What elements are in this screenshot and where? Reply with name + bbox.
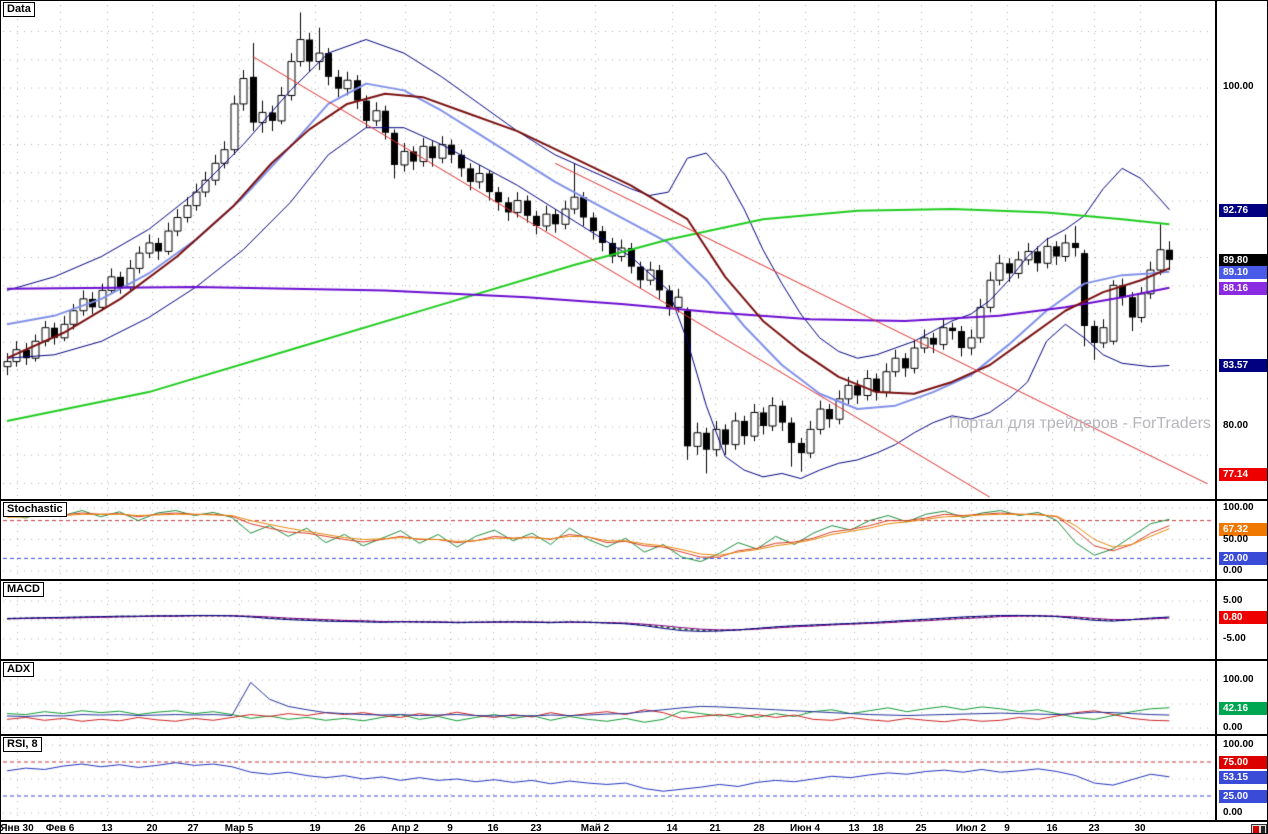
price-axis-label: 20.00 [1219,552,1267,566]
price-axis-label: 92.76 [1219,203,1267,217]
logo-red-square [1253,826,1259,833]
price-axis-label: 100.00 [1223,502,1254,513]
x-axis-tick-label: 9 [1004,823,1010,834]
x-axis-tick-label: 14 [666,823,678,834]
price-axis-label: 0.00 [1223,722,1243,733]
panel-divider [1,579,1267,581]
x-axis-tick-label: 21 [709,823,721,834]
price-axis-label: 5.00 [1223,595,1243,606]
price-axis-label: 25.00 [1219,790,1267,803]
panel-divider [1,659,1267,661]
x-axis-tick-label: 13 [101,823,113,834]
panel-title-rsi: RSI, 8 [3,737,42,752]
x-axis-tick-label: 13 [848,823,860,834]
price-axis-label: 80.00 [1223,420,1249,431]
price-axis: 100.00 92.76 89.80 89.10 88.16 83.57 80.00 77.1… [1215,1,1267,820]
chart-canvas[interactable] [1,1,1215,820]
x-axis-tick-label: 30 [1134,823,1146,834]
x-axis-tick-label: 26 [354,823,366,834]
price-axis-label: 0.00 [1223,807,1243,818]
x-axis-tick-label: Мар 5 [224,823,254,834]
panel-divider [1,499,1267,501]
panel-title-adx: ADX [3,662,35,677]
x-axis-tick-label: Янв 30 [0,823,34,834]
x-axis-tick-label: 20 [146,823,158,834]
panel-divider [1,734,1267,736]
panel-title-data: Data [3,2,35,17]
x-axis-tick-label: 25 [915,823,927,834]
price-axis-label: 89.80 [1219,253,1267,267]
panel-title-stochastic: Stochastic [3,502,67,517]
x-axis-tick-label: 23 [530,823,542,834]
watermark: Портал для трейдеров - ForTraders [949,415,1211,432]
price-axis-label: 42.16 [1219,701,1267,715]
x-axis-tick-label: 28 [753,823,765,834]
price-axis-label: 100.00 [1223,674,1254,685]
x-axis-tick-label: Май 2 [580,823,610,834]
x-axis-tick-label: 16 [1046,823,1058,834]
x-axis-tick-label: Июн 4 [789,823,821,834]
price-axis-label: 0.80 [1219,610,1267,624]
date-axis: Янв 30 Фев 6 13 20 27 Мар 5 19 26 Апр 2 9 16 23 Май … [0,820,1267,834]
price-axis-label: 50.00 [1223,533,1249,545]
x-axis-tick-label: 27 [187,823,199,834]
price-axis-label: 89.10 [1219,265,1267,279]
price-axis-label: 0.00 [1223,565,1243,576]
x-axis-tick-label: 16 [487,823,499,834]
price-axis-label: 67.32 [1219,522,1267,536]
x-axis-tick-label: Апр 2 [391,823,419,834]
panel-title-macd: MACD [3,582,44,597]
x-axis-tick-label: 9 [447,823,453,834]
x-axis-tick-label: Фев 6 [45,823,75,834]
price-axis-label: 83.57 [1219,359,1267,373]
x-axis-tick-label: 23 [1088,823,1100,834]
x-axis-tick-label: 18 [872,823,884,834]
x-axis-tick-label: Июл 2 [955,823,987,834]
price-axis-label: 88.16 [1219,281,1267,295]
x-axis-tick-label: 19 [309,823,321,834]
price-axis-label: 100.00 [1223,739,1254,750]
price-axis-label: 77.14 [1219,468,1267,482]
logo-dark-square [1261,826,1265,833]
price-axis-label: 75.00 [1219,756,1267,769]
price-axis-label: 53.15 [1219,770,1267,784]
price-axis-label: 100.00 [1223,81,1254,92]
price-axis-label: -5.00 [1223,633,1246,644]
fortrader-logo-icon[interactable] [1251,824,1267,833]
